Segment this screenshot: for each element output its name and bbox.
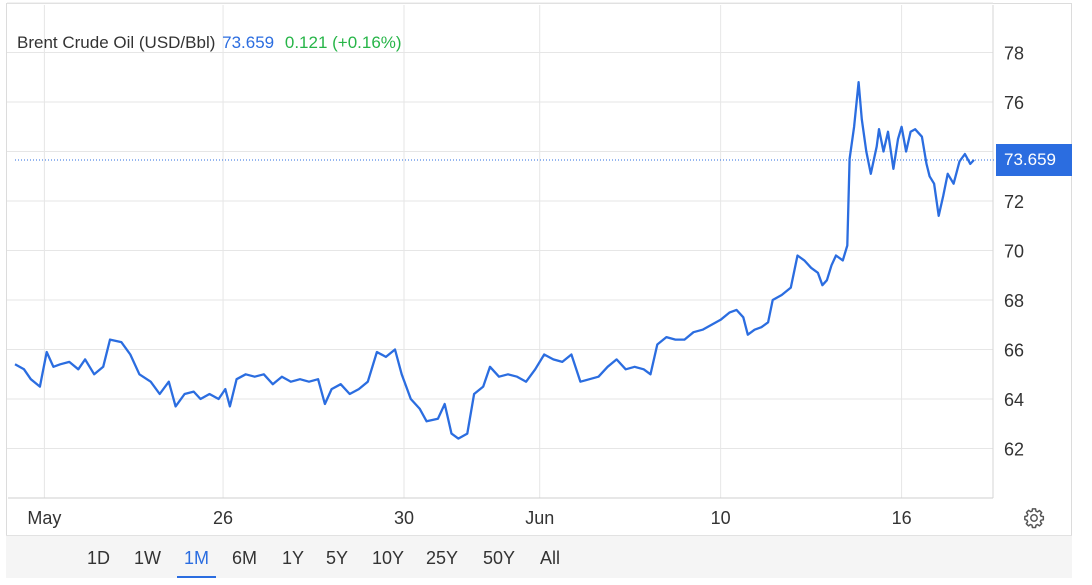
range-selector: 1D 1W 1M 6M 1Y 5Y 10Y 25Y 50Y All [6,535,1072,578]
y-tick-label: 72 [1004,192,1024,212]
range-button-1y[interactable]: 1Y [282,548,305,568]
y-tick-label: 68 [1004,291,1024,311]
x-tick-label: 30 [394,508,414,528]
x-tick-label: 10 [711,508,731,528]
y-tick-label: 78 [1004,44,1024,64]
range-button-6m[interactable]: 6M [232,548,258,568]
chart-legend: Brent Crude Oil (USD/Bbl) 73.659 0.121 (… [17,33,402,53]
range-button-all[interactable]: All [540,548,561,568]
y-axis: 626466687072747678 [1004,44,1024,460]
chart-frame [6,3,1072,578]
price-line[interactable] [14,81,975,440]
x-tick-label: Jun [525,508,554,528]
x-tick-label: May [27,508,61,528]
current-price-tag: 73.659 [996,143,1072,176]
x-axis: May 26 30 Jun 10 16 [27,508,911,528]
x-tick-label: 16 [892,508,912,528]
range-button-50y[interactable]: 50Y [483,548,516,568]
legend-price: 73.659 [222,33,275,52]
y-tick-label: 70 [1004,242,1024,262]
instrument-name: Brent Crude Oil (USD/Bbl) [17,33,216,52]
y-tick-label: 66 [1004,341,1024,361]
range-button-10y[interactable]: 10Y [372,548,405,568]
y-tick-label: 64 [1004,390,1024,410]
range-button-1w[interactable]: 1W [134,548,161,568]
gear-icon[interactable] [1023,507,1045,529]
grid [7,2,994,499]
range-button-1d[interactable]: 1D [87,548,111,568]
range-button-1m[interactable]: 1M [176,548,217,578]
y-tick-label: 76 [1004,93,1024,113]
legend-change: 0.121 (+0.16%) [284,33,402,52]
x-tick-label: 26 [213,508,233,528]
range-button-5y[interactable]: 5Y [326,548,349,568]
y-tick-label: 62 [1004,440,1024,460]
range-button-25y[interactable]: 25Y [426,548,459,568]
